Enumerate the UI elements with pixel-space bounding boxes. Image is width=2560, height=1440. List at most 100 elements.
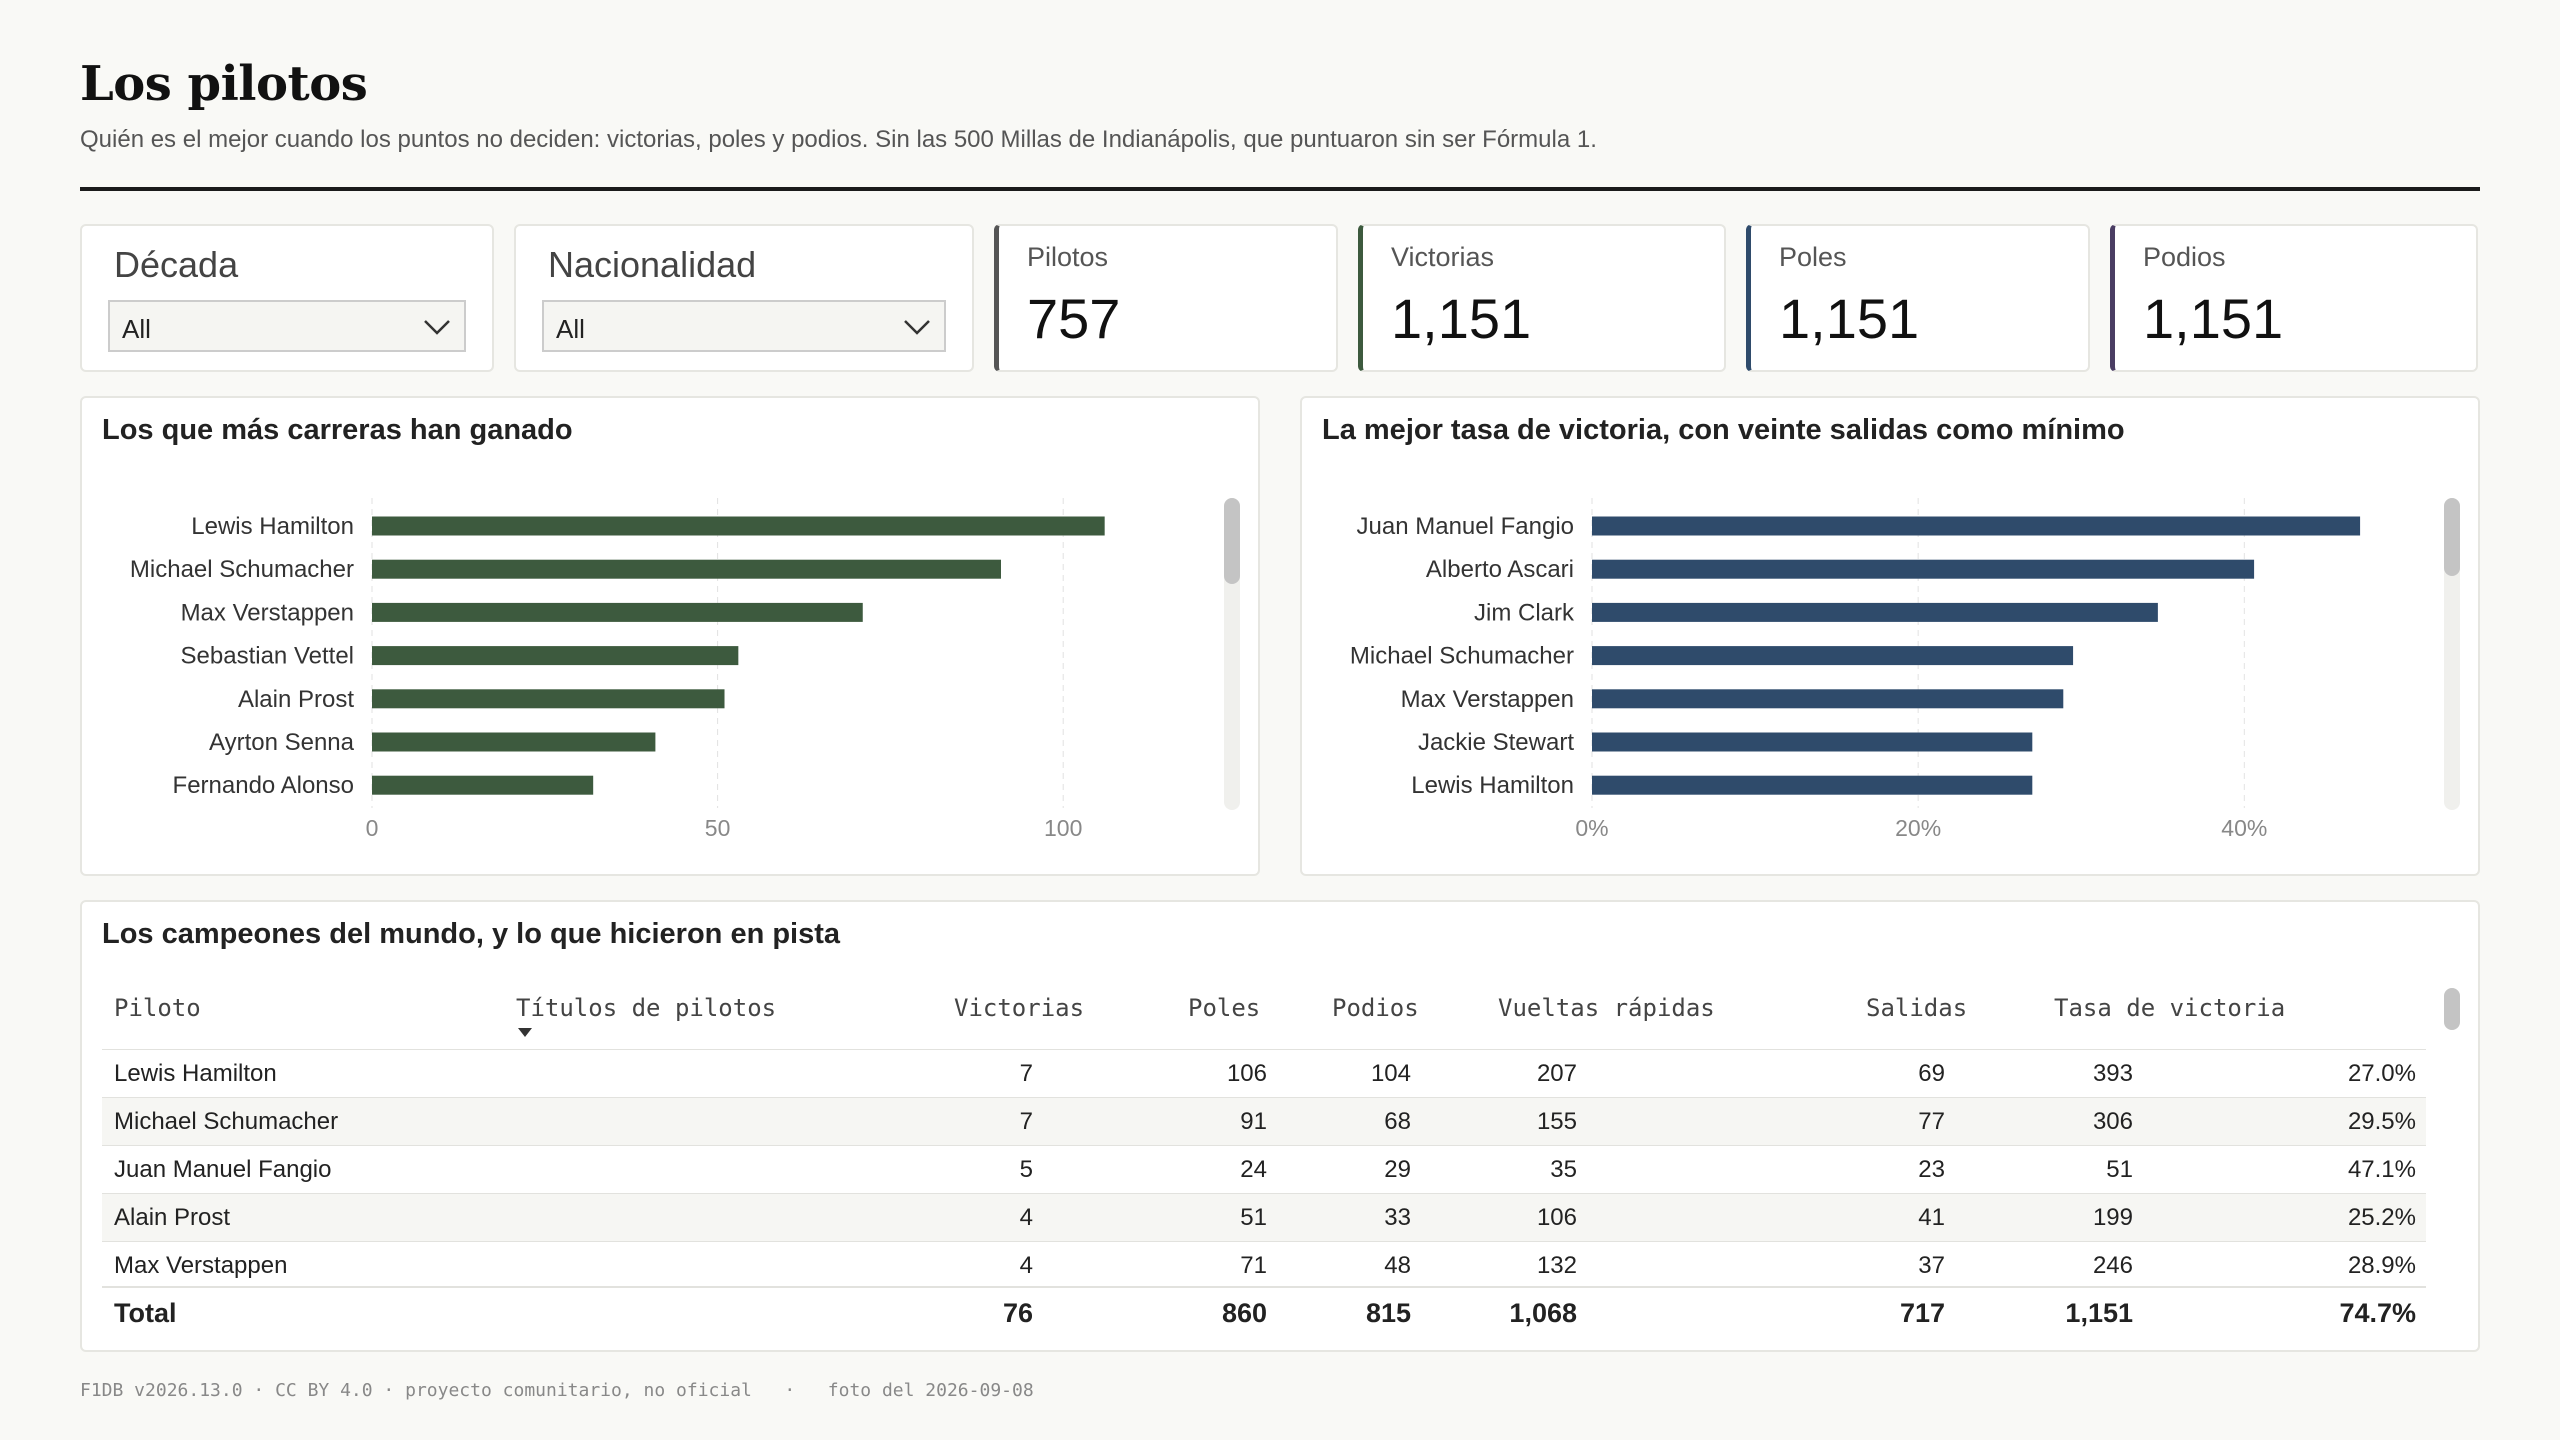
cell-poles: 48 — [1384, 1252, 1411, 1279]
column-header-victorias[interactable]: Victorias — [954, 994, 1085, 1022]
cell-piloto: Lewis Hamilton — [114, 1060, 277, 1087]
footer-credits: F1DB v2026.13.0 · CC BY 4.0 · proyecto c… — [80, 1380, 752, 1401]
kpi-podios: Podios 1,151 — [2110, 224, 2478, 372]
table-scrollbar[interactable] — [2444, 988, 2460, 1030]
win-rate-bar[interactable] — [1592, 775, 2033, 795]
cell-piloto: Alain Prost — [114, 1204, 231, 1231]
cell-podios: 35 — [1550, 1156, 1577, 1183]
win-rate-category-label: Jackie Stewart — [1418, 729, 1574, 756]
chart-most-wins-scroll-thumb[interactable] — [1224, 498, 1240, 584]
table-scroll-thumb[interactable] — [2444, 988, 2460, 1030]
win-rate-bar[interactable] — [1592, 602, 2158, 622]
chart-win-rate-plot: 0% 20% 40% Juan Manuel Fangio Alberto Ascari… — [1350, 498, 2361, 841]
chart-most-wins: Los que más carreras han ganado 0 50 100 Le… — [80, 396, 1260, 876]
total-poles: 815 — [1365, 1298, 1411, 1328]
cell-titulos: 4 — [1019, 1252, 1033, 1279]
most-wins-bar[interactable] — [372, 602, 863, 622]
header-divider — [80, 187, 2480, 191]
kpi-pilotos-label: Pilotos — [1027, 242, 1109, 272]
column-header-titulos[interactable]: Títulos de pilotos — [516, 994, 777, 1022]
chart-win-rate-scroll-thumb[interactable] — [2444, 498, 2460, 576]
cell-vueltas-rapidas: 37 — [1918, 1252, 1945, 1279]
page-subtitle: Quién es el mejor cuando los puntos no d… — [80, 126, 1597, 153]
win-rate-bar[interactable] — [1592, 516, 2361, 536]
column-header-vueltas-rapidas[interactable]: Vueltas rápidas — [1498, 994, 1715, 1022]
chart-win-rate-title: La mejor tasa de victoria, con veinte sa… — [1322, 414, 2125, 446]
footer-separator: · — [784, 1380, 796, 1401]
cell-victorias: 91 — [1240, 1108, 1267, 1135]
table-row: Alain Prost 4 51 33 106 41 199 25.2% — [102, 1193, 2426, 1242]
most-wins-bar[interactable] — [372, 646, 739, 666]
most-wins-bar[interactable] — [372, 559, 1001, 579]
chart-win-rate: La mejor tasa de victoria, con veinte sa… — [1300, 396, 2480, 876]
most-wins-tick-label: 50 — [705, 815, 731, 841]
table-row: Max Verstappen 4 71 48 132 37 246 28.9% — [102, 1241, 2426, 1290]
win-rate-category-label: Alberto Ascari — [1426, 556, 1574, 583]
cell-poles: 104 — [1370, 1060, 1411, 1087]
page-title: Los pilotos — [80, 56, 368, 112]
total-vueltas-rapidas: 717 — [1899, 1298, 1945, 1328]
cell-poles: 33 — [1384, 1204, 1411, 1231]
sort-desc-icon[interactable] — [518, 1028, 532, 1037]
total-titulos: 76 — [1002, 1298, 1033, 1328]
win-rate-bar[interactable] — [1592, 732, 2033, 752]
most-wins-category-label: Michael Schumacher — [130, 556, 354, 583]
cell-poles: 29 — [1384, 1156, 1411, 1183]
footer-snapshot-date: foto del 2026-09-08 — [827, 1380, 1034, 1401]
cell-tasa: 28.9% — [2347, 1252, 2416, 1279]
cell-tasa: 47.1% — [2347, 1156, 2416, 1183]
cell-tasa: 27.0% — [2347, 1060, 2416, 1087]
total-salidas: 1,151 — [2065, 1298, 2133, 1328]
win-rate-category-label: Lewis Hamilton — [1411, 772, 1574, 799]
decade-select-value: All — [122, 314, 151, 344]
most-wins-category-label: Alain Prost — [238, 686, 354, 713]
cell-vueltas-rapidas: 77 — [1918, 1108, 1945, 1135]
cell-tasa: 25.2% — [2347, 1204, 2416, 1231]
cell-victorias: 106 — [1226, 1060, 1267, 1087]
champions-table-card: Los campeones del mundo, y lo que hicier… — [80, 900, 2480, 1352]
kpi-victorias-value: 1,151 — [1391, 287, 1532, 350]
column-header-poles[interactable]: Poles — [1188, 994, 1261, 1022]
cell-salidas: 51 — [2106, 1156, 2133, 1183]
most-wins-category-label: Max Verstappen — [181, 599, 354, 626]
chart-win-rate-scrollbar[interactable] — [2444, 498, 2460, 810]
cell-piloto: Max Verstappen — [114, 1252, 288, 1279]
chart-most-wins-plot: 0 50 100 Lewis Hamilton Michael Schumacher Ma… — [130, 498, 1105, 841]
win-rate-tick-label: 0% — [1575, 815, 1608, 841]
column-header-salidas[interactable]: Salidas — [1866, 994, 1968, 1022]
filter-nationality: Nacionalidad All — [514, 224, 974, 372]
most-wins-bar[interactable] — [372, 775, 594, 795]
table-row: Lewis Hamilton 7 106 104 207 69 393 27.0% — [102, 1049, 2426, 1098]
cell-piloto: Juan Manuel Fangio — [114, 1156, 332, 1183]
most-wins-bar[interactable] — [372, 516, 1105, 536]
chart-most-wins-scrollbar[interactable] — [1224, 498, 1240, 810]
cell-podios: 132 — [1536, 1252, 1577, 1279]
cell-victorias: 51 — [1240, 1204, 1267, 1231]
footer: F1DB v2026.13.0 · CC BY 4.0 · proyecto c… — [80, 1380, 1034, 1401]
nationality-select[interactable]: All — [542, 300, 946, 352]
cell-poles: 68 — [1384, 1108, 1411, 1135]
most-wins-tick-label: 100 — [1044, 815, 1082, 841]
decade-select[interactable]: All — [108, 300, 466, 352]
most-wins-bar[interactable] — [372, 689, 725, 709]
cell-titulos: 4 — [1019, 1204, 1033, 1231]
cell-victorias: 71 — [1240, 1252, 1267, 1279]
cell-salidas: 199 — [2092, 1204, 2133, 1231]
kpi-pilotos-value: 757 — [1027, 287, 1121, 350]
win-rate-category-label: Jim Clark — [1474, 599, 1575, 626]
most-wins-category-label: Lewis Hamilton — [191, 513, 354, 540]
column-header-piloto[interactable]: Piloto — [114, 994, 201, 1022]
win-rate-bar[interactable] — [1592, 689, 2064, 709]
cell-vueltas-rapidas: 23 — [1918, 1156, 1945, 1183]
most-wins-category-label: Ayrton Senna — [209, 729, 355, 756]
kpi-poles-label: Poles — [1779, 242, 1847, 272]
kpi-victorias-label: Victorias — [1391, 242, 1495, 272]
kpi-victorias: Victorias 1,151 — [1358, 224, 1726, 372]
column-header-podios[interactable]: Podios — [1332, 994, 1419, 1022]
win-rate-bar[interactable] — [1592, 559, 2255, 579]
most-wins-bar[interactable] — [372, 732, 656, 752]
win-rate-tick-label: 20% — [1895, 815, 1941, 841]
cell-vueltas-rapidas: 41 — [1918, 1204, 1945, 1231]
win-rate-bar[interactable] — [1592, 646, 2074, 666]
column-header-tasa[interactable]: Tasa de victoria — [2054, 994, 2286, 1022]
